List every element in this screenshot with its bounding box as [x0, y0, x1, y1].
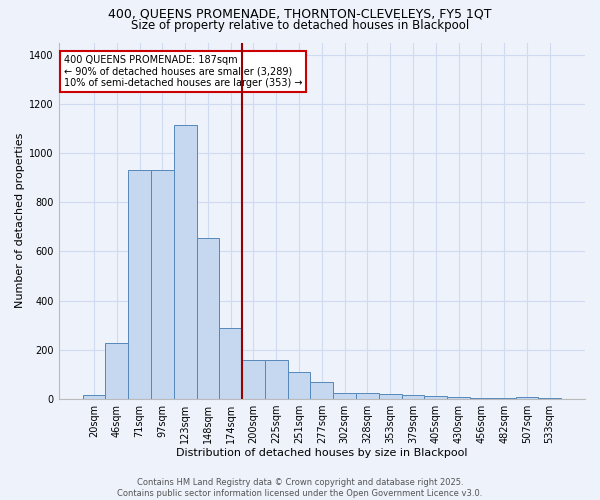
Bar — [401, 396, 424, 399]
Text: Size of property relative to detached houses in Blackpool: Size of property relative to detached ho… — [131, 18, 469, 32]
Bar — [424, 396, 447, 399]
Bar — [333, 393, 356, 399]
Bar — [265, 360, 287, 399]
Bar — [470, 398, 493, 399]
Bar — [493, 398, 515, 399]
Bar — [174, 125, 197, 399]
Bar — [379, 394, 401, 399]
Text: 400 QUEENS PROMENADE: 187sqm
← 90% of detached houses are smaller (3,289)
10% of: 400 QUEENS PROMENADE: 187sqm ← 90% of de… — [64, 55, 302, 88]
Bar — [356, 393, 379, 399]
Text: Contains HM Land Registry data © Crown copyright and database right 2025.
Contai: Contains HM Land Registry data © Crown c… — [118, 478, 482, 498]
Bar — [219, 328, 242, 399]
Bar — [151, 170, 174, 399]
X-axis label: Distribution of detached houses by size in Blackpool: Distribution of detached houses by size … — [176, 448, 467, 458]
Bar — [515, 396, 538, 399]
Bar — [128, 170, 151, 399]
Text: 400, QUEENS PROMENADE, THORNTON-CLEVELEYS, FY5 1QT: 400, QUEENS PROMENADE, THORNTON-CLEVELEY… — [108, 8, 492, 20]
Bar — [83, 396, 106, 399]
Bar — [287, 372, 310, 399]
Y-axis label: Number of detached properties: Number of detached properties — [15, 133, 25, 308]
Bar — [538, 398, 561, 399]
Bar — [197, 238, 219, 399]
Bar — [242, 360, 265, 399]
Bar — [106, 343, 128, 399]
Bar — [447, 397, 470, 399]
Bar — [310, 382, 333, 399]
